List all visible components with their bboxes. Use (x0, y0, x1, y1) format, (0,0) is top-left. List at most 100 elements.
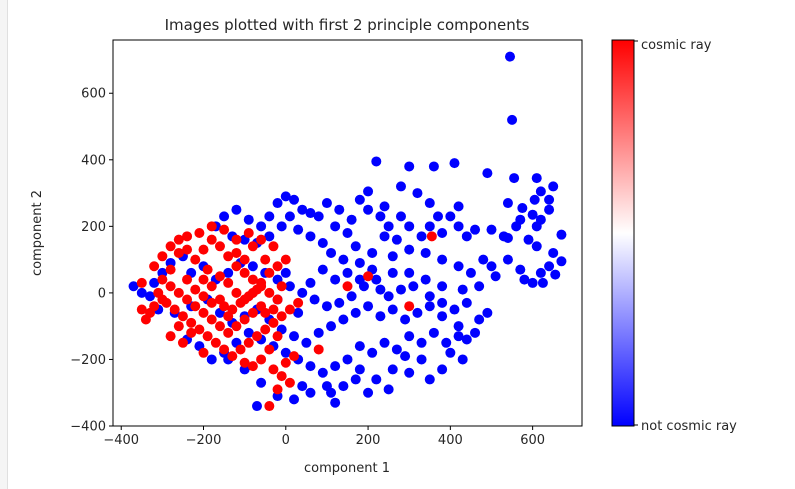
cosmic-ray-point-7 (165, 241, 176, 252)
not-cosmic-ray-point-210 (317, 264, 328, 275)
not-cosmic-ray-point-110 (309, 294, 320, 305)
cosmic-ray-point-44 (235, 344, 246, 355)
not-cosmic-ray-point-194 (297, 381, 308, 392)
not-cosmic-ray-point-64 (350, 241, 361, 252)
not-cosmic-ray-point-41 (515, 264, 526, 275)
not-cosmic-ray-point-26 (556, 229, 567, 240)
cosmic-ray-point-103 (165, 331, 176, 342)
not-cosmic-ray-point-58 (375, 211, 386, 222)
not-cosmic-ray-point-197 (400, 351, 411, 362)
not-cosmic-ray-point-15 (544, 194, 555, 205)
cosmic-ray-point-11 (198, 244, 209, 255)
not-cosmic-ray-point-56 (391, 234, 402, 245)
not-cosmic-ray-point-218 (408, 281, 419, 292)
not-cosmic-ray-point-93 (387, 251, 398, 262)
not-cosmic-ray-point-10 (509, 173, 520, 184)
not-cosmic-ray-point-154 (482, 307, 493, 318)
not-cosmic-ray-point-17 (517, 203, 528, 214)
cosmic-ray-point-41 (210, 337, 221, 348)
cosmic-ray-point-10 (190, 254, 201, 265)
not-cosmic-ray-point-54 (395, 211, 406, 222)
not-cosmic-ray-point-188 (371, 374, 382, 385)
not-cosmic-ray-point-72 (280, 191, 291, 202)
not-cosmic-ray-point-217 (395, 284, 406, 295)
cosmic-ray-point-74 (264, 267, 275, 278)
cosmic-ray-point-2 (363, 271, 374, 282)
not-cosmic-ray-point-176 (206, 354, 217, 365)
cosmic-ray-point-77 (268, 241, 279, 252)
not-cosmic-ray-point-63 (342, 228, 353, 238)
cosmic-ray-point-29 (190, 301, 201, 312)
not-cosmic-ray-point-74 (264, 211, 275, 222)
cosmic-ray-point-90 (198, 347, 209, 358)
not-cosmic-ray-point-0 (505, 51, 516, 62)
not-cosmic-ray-point-42 (519, 274, 530, 285)
not-cosmic-ray-point-8 (363, 186, 374, 197)
colorbar (611, 39, 635, 427)
not-cosmic-ray-point-77 (231, 204, 242, 215)
not-cosmic-ray-point-150 (437, 311, 448, 322)
not-cosmic-ray-point-144 (363, 301, 374, 312)
y-tick-label-2: 0 (98, 286, 106, 301)
not-cosmic-ray-point-97 (453, 261, 464, 272)
y-axis-ticks: −400 −200 0 200 400 600 (70, 87, 113, 435)
not-cosmic-ray-point-45 (461, 231, 472, 242)
cosmic-ray-point-68 (214, 271, 225, 282)
cosmic-ray-point-49 (276, 311, 287, 322)
not-cosmic-ray-point-107 (346, 291, 357, 302)
not-cosmic-ray-point-25 (531, 221, 542, 232)
not-cosmic-ray-point-190 (404, 367, 415, 378)
not-cosmic-ray-point-139 (301, 337, 312, 348)
cosmic-ray-point-108 (247, 241, 258, 252)
cosmic-ray-point-37 (177, 311, 188, 322)
not-cosmic-ray-point-89 (326, 247, 337, 258)
cosmic-ray-point-47 (260, 324, 271, 335)
not-cosmic-ray-point-124 (149, 277, 160, 288)
not-cosmic-ray-point-142 (338, 314, 349, 325)
cosmic-ray-point-70 (231, 287, 242, 298)
not-cosmic-ray-point-85 (284, 211, 295, 222)
not-cosmic-ray-point-215 (375, 284, 386, 295)
cosmic-ray-point-105 (223, 311, 234, 322)
not-cosmic-ray-point-191 (424, 374, 435, 385)
not-cosmic-ray-point-44 (453, 221, 464, 232)
not-cosmic-ray-point-39 (490, 271, 501, 282)
y-tick-label-3: 200 (81, 220, 106, 235)
not-cosmic-ray-point-13 (529, 194, 540, 205)
not-cosmic-ray-point-29 (531, 241, 542, 252)
cosmic-ray-point-54 (256, 354, 267, 365)
not-cosmic-ray-point-125 (145, 291, 156, 302)
cosmic-ray-point-94 (235, 297, 246, 308)
not-cosmic-ray-point-71 (289, 194, 300, 205)
cosmic-ray-point-45 (243, 337, 254, 348)
cosmic-ray-point-4 (136, 277, 147, 288)
not-cosmic-ray-point-161 (391, 344, 402, 355)
colorbar-label-top: cosmic ray (641, 38, 712, 53)
cosmic-ray-point-58 (276, 371, 287, 382)
not-cosmic-ray-point-180 (338, 381, 349, 392)
cosmic-ray-point-0 (426, 231, 437, 242)
not-cosmic-ray-point-127 (128, 281, 139, 292)
not-cosmic-ray-point-66 (330, 221, 341, 232)
y-tick-label-0: −400 (70, 420, 106, 435)
not-cosmic-ray-point-220 (437, 297, 448, 308)
not-cosmic-ray-point-16 (502, 198, 513, 209)
not-cosmic-ray-point-138 (289, 331, 300, 342)
not-cosmic-ray-point-212 (342, 267, 353, 278)
not-cosmic-ray-point-164 (354, 341, 365, 352)
not-cosmic-ray-point-140 (313, 327, 324, 338)
not-cosmic-ray-point-51 (424, 221, 435, 232)
not-cosmic-ray-point-148 (412, 307, 423, 318)
cosmic-ray-point-33 (157, 274, 168, 285)
cosmic-ray-point-9 (182, 244, 193, 255)
not-cosmic-ray-point-147 (400, 314, 411, 325)
not-cosmic-ray-point-83 (264, 231, 275, 242)
cosmic-ray-point-75 (272, 261, 283, 272)
notebook-gutter (0, 0, 8, 489)
not-cosmic-ray-point-219 (424, 291, 435, 302)
not-cosmic-ray-point-168 (305, 361, 316, 372)
not-cosmic-ray-point-151 (449, 304, 460, 315)
not-cosmic-ray-point-53 (404, 221, 415, 232)
cosmic-ray-point-96 (251, 284, 262, 295)
not-cosmic-ray-point-35 (527, 277, 538, 288)
